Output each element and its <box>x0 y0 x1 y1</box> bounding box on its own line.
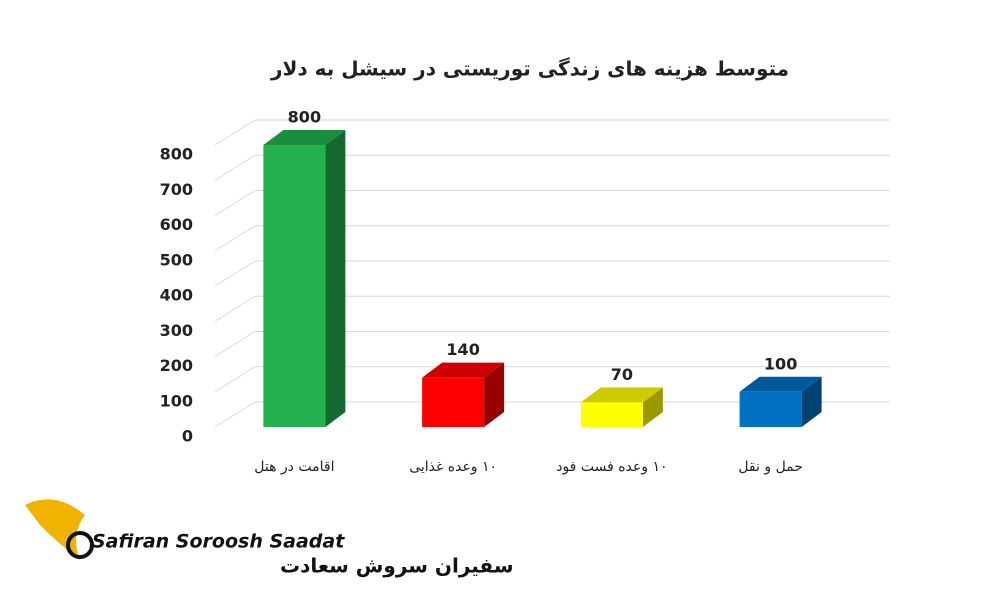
bar-top <box>580 387 663 403</box>
x-tick-label: ۱۰ وعده غذایی <box>409 459 497 475</box>
grid-line-side <box>214 295 256 322</box>
bar <box>580 402 643 427</box>
bar-side <box>484 362 505 427</box>
y-tick-label: 600 <box>160 215 193 234</box>
x-tick-label: اقامت در هتل <box>254 459 334 475</box>
y-tick-label: 400 <box>160 286 193 305</box>
bar-top <box>739 376 822 392</box>
bar-top <box>263 130 346 145</box>
value-label: 800 <box>288 108 321 127</box>
x-tick-label: حمل و نقل <box>738 459 803 475</box>
y-tick-label: 200 <box>160 356 193 375</box>
y-tick-label: 800 <box>160 145 193 164</box>
logo: Safiran Soroosh Saadat سفیران سروش سعادت <box>25 499 514 578</box>
grid-line-side <box>214 119 256 146</box>
bar <box>739 391 802 427</box>
logo-persian: سفیران سروش سعادت <box>280 554 514 578</box>
logo-latin: Safiran Soroosh Saadat <box>92 531 345 553</box>
value-label: 70 <box>611 365 633 384</box>
bar-top <box>422 362 505 378</box>
y-tick-label: 300 <box>160 321 193 340</box>
value-label: 140 <box>446 340 479 359</box>
logo-mark <box>25 499 85 560</box>
y-tick-label: 700 <box>160 180 193 199</box>
grid-line-side <box>214 260 256 287</box>
bar-side <box>325 130 346 427</box>
y-tick-label: 100 <box>160 391 193 410</box>
bar-side <box>801 376 822 427</box>
grid-line-side <box>214 401 256 428</box>
bar <box>263 145 326 427</box>
grid-line-side <box>214 190 256 216</box>
chart-title: متوسط هزینه های زندگی توریستی در سیشل به… <box>270 57 789 81</box>
x-tick-label: ۱۰ وعده فست فود <box>556 459 667 475</box>
grid-line-side <box>214 154 256 181</box>
grid-line-side <box>214 225 256 252</box>
y-tick-label: 0 <box>182 427 193 446</box>
grid-line-side <box>214 366 256 393</box>
grid-line-side <box>214 331 256 357</box>
value-label: 100 <box>764 354 797 373</box>
logo-ring <box>66 531 94 559</box>
bar <box>422 377 485 427</box>
y-tick-label: 500 <box>160 250 193 269</box>
bar-side <box>642 387 663 427</box>
